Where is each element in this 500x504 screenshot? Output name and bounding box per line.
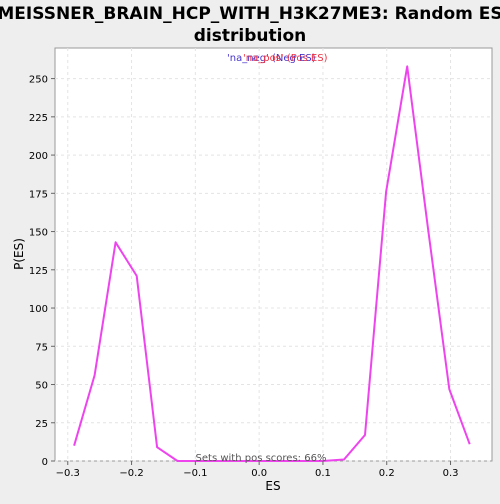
y-tick-label: 125 — [29, 266, 48, 277]
x-tick-label: 0.1 — [315, 468, 331, 479]
x-axis-label: ES — [265, 479, 280, 493]
x-tick-label: 0.2 — [379, 468, 395, 479]
y-axis-label: P(ES) — [12, 238, 26, 270]
annotation-pos-scores: Sets with pos scores: 66% — [196, 453, 327, 464]
series-layer — [73, 65, 471, 462]
chart-title-line-1: MEISSNER_BRAIN_HCP_WITH_H3K27ME3: Random… — [0, 4, 500, 24]
y-tick-label: 150 — [29, 228, 48, 239]
x-tick-label: 0.0 — [251, 468, 267, 479]
y-tick-label: 200 — [29, 151, 48, 162]
legend-entry-pos: 'na_pos' (Pos ES) — [243, 53, 328, 64]
y-tick-label: 75 — [35, 342, 48, 353]
axis-layer: 0 25 50 75 100 125 150 175 200 225 250 −0.3 −0.2 −0.1… — [29, 75, 459, 479]
y-tick-label: 100 — [29, 304, 48, 315]
y-tick-label: 0 — [42, 457, 48, 468]
grid-layer — [55, 48, 492, 462]
y-tick-label: 25 — [35, 419, 48, 430]
legend-entry-neg: 'na_neg' (Neg ES) — [227, 53, 316, 64]
y-tick-label: 50 — [35, 381, 48, 392]
chart-title-line-2: distribution — [194, 26, 306, 46]
series-line — [73, 65, 471, 462]
x-tick-label: 0.3 — [443, 468, 459, 479]
x-tick-label: −0.2 — [119, 468, 143, 479]
y-tick-label: 175 — [29, 189, 48, 200]
y-tick-label: 250 — [29, 75, 48, 86]
y-tick-label: 225 — [29, 113, 48, 124]
plot-area — [54, 47, 493, 462]
x-tick-label: −0.1 — [183, 468, 207, 479]
x-tick-label: −0.3 — [56, 468, 80, 479]
